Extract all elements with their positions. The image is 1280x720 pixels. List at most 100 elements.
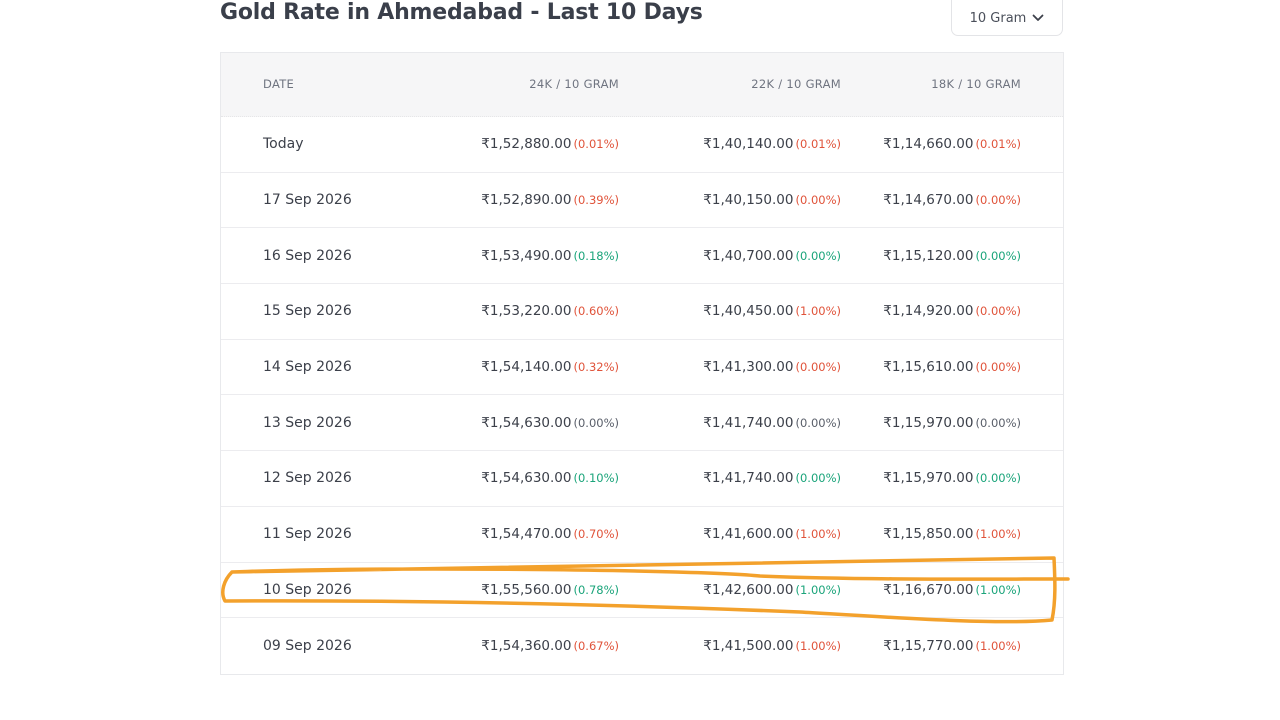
row-date: 10 Sep 2026 (263, 581, 352, 598)
rate-22k-change: (0.00%) (795, 248, 841, 263)
rate-24k-value: ₹1,53,490.00 (481, 247, 572, 264)
rate-24k-cell: ₹1,54,140.00 (0.32%) (481, 340, 619, 395)
rate-24k-cell: ₹1,55,560.00 (0.78%) (481, 563, 619, 618)
rate-22k-cell: ₹1,40,450.00 (1.00%) (703, 284, 841, 339)
rate-18k-value: ₹1,15,970.00 (883, 470, 974, 487)
rate-22k-value: ₹1,41,500.00 (703, 638, 794, 655)
rate-22k-change: (1.00%) (795, 582, 841, 597)
header-18k: 18K / 10 GRAM (931, 77, 1021, 91)
rate-18k-value: ₹1,15,970.00 (883, 414, 974, 431)
header-24k: 24K / 10 GRAM (529, 77, 619, 91)
rate-18k-change: (0.00%) (975, 304, 1021, 319)
table-row: 17 Sep 2026 ₹1,52,890.00 (0.39%) ₹1,40,150.… (221, 173, 1063, 229)
rate-18k-value: ₹1,15,850.00 (883, 526, 974, 543)
rate-24k-change: (0.00%) (573, 415, 619, 430)
table-row: 09 Sep 2026 ₹1,54,360.00 (0.67%) ₹1,41,500.… (221, 618, 1063, 674)
row-date: 13 Sep 2026 (263, 414, 352, 431)
rate-22k-cell: ₹1,41,500.00 (1.00%) (703, 618, 841, 674)
table-row: 14 Sep 2026 ₹1,54,140.00 (0.32%) ₹1,41,300.… (221, 340, 1063, 396)
rate-22k-change: (0.00%) (795, 360, 841, 375)
rate-22k-change: (0.01%) (795, 137, 841, 152)
rate-24k-change: (0.10%) (573, 471, 619, 486)
rate-24k-cell: ₹1,54,470.00 (0.70%) (481, 507, 619, 562)
rate-24k-change: (0.70%) (573, 527, 619, 542)
rate-24k-cell: ₹1,53,220.00 (0.60%) (481, 284, 619, 339)
rate-24k-cell: ₹1,54,360.00 (0.67%) (481, 618, 619, 674)
rate-22k-change: (0.00%) (795, 193, 841, 208)
rate-24k-change: (0.67%) (573, 639, 619, 654)
row-date: 12 Sep 2026 (263, 470, 352, 487)
rate-18k-change: (1.00%) (975, 582, 1021, 597)
rate-18k-value: ₹1,16,670.00 (883, 581, 974, 598)
rate-22k-value: ₹1,42,600.00 (703, 581, 794, 598)
rate-18k-value: ₹1,14,660.00 (883, 136, 974, 153)
rate-24k-change: (0.78%) (573, 582, 619, 597)
rate-18k-change: (0.00%) (975, 360, 1021, 375)
rate-24k-value: ₹1,54,630.00 (481, 414, 572, 431)
rate-18k-cell: ₹1,15,770.00 (1.00%) (883, 618, 1021, 674)
row-date: 15 Sep 2026 (263, 303, 352, 320)
rate-22k-value: ₹1,40,450.00 (703, 303, 794, 320)
rate-24k-value: ₹1,55,560.00 (481, 581, 572, 598)
rate-18k-cell: ₹1,15,850.00 (1.00%) (883, 507, 1021, 562)
rate-24k-cell: ₹1,53,490.00 (0.18%) (481, 228, 619, 283)
rate-22k-change: (1.00%) (795, 527, 841, 542)
row-date: 11 Sep 2026 (263, 526, 352, 543)
page-title: Gold Rate in Ahmedabad - Last 10 Days (220, 0, 703, 25)
rate-22k-value: ₹1,41,300.00 (703, 359, 794, 376)
table-row: 15 Sep 2026 ₹1,53,220.00 (0.60%) ₹1,40,450.… (221, 284, 1063, 340)
row-date: 16 Sep 2026 (263, 247, 352, 264)
rate-22k-change: (1.00%) (795, 639, 841, 654)
row-date: Today (263, 136, 304, 153)
table-row: 16 Sep 2026 ₹1,53,490.00 (0.18%) ₹1,40,700.… (221, 228, 1063, 285)
rate-24k-value: ₹1,54,140.00 (481, 359, 572, 376)
rate-18k-cell: ₹1,14,660.00 (0.01%) (883, 117, 1021, 172)
rate-24k-value: ₹1,54,360.00 (481, 638, 572, 655)
rate-18k-cell: ₹1,15,610.00 (0.00%) (883, 340, 1021, 395)
rate-18k-change: (0.00%) (975, 193, 1021, 208)
rate-22k-value: ₹1,40,140.00 (703, 136, 794, 153)
rate-24k-value: ₹1,54,470.00 (481, 526, 572, 543)
rate-18k-cell: ₹1,16,670.00 (1.00%) (883, 563, 1021, 618)
rate-18k-cell: ₹1,15,970.00 (0.00%) (883, 451, 1021, 506)
rate-24k-change: (0.18%) (573, 248, 619, 263)
rate-18k-change: (0.00%) (975, 471, 1021, 486)
rate-24k-value: ₹1,53,220.00 (481, 303, 572, 320)
table-row: 10 Sep 2026 ₹1,55,560.00 (0.78%) ₹1,42,600.… (221, 563, 1063, 619)
rate-24k-value: ₹1,54,630.00 (481, 470, 572, 487)
rate-18k-change: (0.00%) (975, 248, 1021, 263)
table-header: DATE 24K / 10 GRAM 22K / 10 GRAM 18K / 1… (221, 53, 1063, 117)
rate-22k-change: (1.00%) (795, 304, 841, 319)
row-date: 14 Sep 2026 (263, 359, 352, 376)
rate-18k-cell: ₹1,14,670.00 (0.00%) (883, 173, 1021, 228)
rate-24k-cell: ₹1,52,880.00 (0.01%) (481, 117, 619, 172)
rate-24k-change: (0.32%) (573, 360, 619, 375)
rate-22k-value: ₹1,41,740.00 (703, 414, 794, 431)
rate-18k-change: (0.01%) (975, 137, 1021, 152)
rate-24k-cell: ₹1,52,890.00 (0.39%) (481, 173, 619, 228)
rate-22k-value: ₹1,40,150.00 (703, 192, 794, 209)
rate-24k-cell: ₹1,54,630.00 (0.10%) (481, 451, 619, 506)
rate-24k-cell: ₹1,54,630.00 (0.00%) (481, 395, 619, 450)
table-row: 12 Sep 2026 ₹1,54,630.00 (0.10%) ₹1,41,740.… (221, 451, 1063, 507)
unit-dropdown[interactable]: 10 Gram (951, 0, 1063, 36)
rate-22k-cell: ₹1,42,600.00 (1.00%) (703, 563, 841, 618)
rate-18k-value: ₹1,15,120.00 (883, 247, 974, 264)
rate-24k-change: (0.60%) (573, 304, 619, 319)
rate-22k-cell: ₹1,40,150.00 (0.00%) (703, 173, 841, 228)
rate-22k-cell: ₹1,41,300.00 (0.00%) (703, 340, 841, 395)
rate-18k-value: ₹1,15,770.00 (883, 638, 974, 655)
rate-22k-change: (0.00%) (795, 471, 841, 486)
rate-22k-value: ₹1,41,600.00 (703, 526, 794, 543)
table-row: 11 Sep 2026 ₹1,54,470.00 (0.70%) ₹1,41,600.… (221, 507, 1063, 563)
rate-24k-value: ₹1,52,890.00 (481, 192, 572, 209)
header-date: DATE (263, 77, 295, 91)
rate-18k-change: (1.00%) (975, 527, 1021, 542)
rate-18k-value: ₹1,14,670.00 (883, 192, 974, 209)
rate-22k-value: ₹1,41,740.00 (703, 470, 794, 487)
rate-24k-value: ₹1,52,880.00 (481, 136, 572, 153)
rate-18k-value: ₹1,14,920.00 (883, 303, 974, 320)
rate-22k-cell: ₹1,40,700.00 (0.00%) (703, 228, 841, 283)
rate-18k-value: ₹1,15,610.00 (883, 359, 974, 376)
